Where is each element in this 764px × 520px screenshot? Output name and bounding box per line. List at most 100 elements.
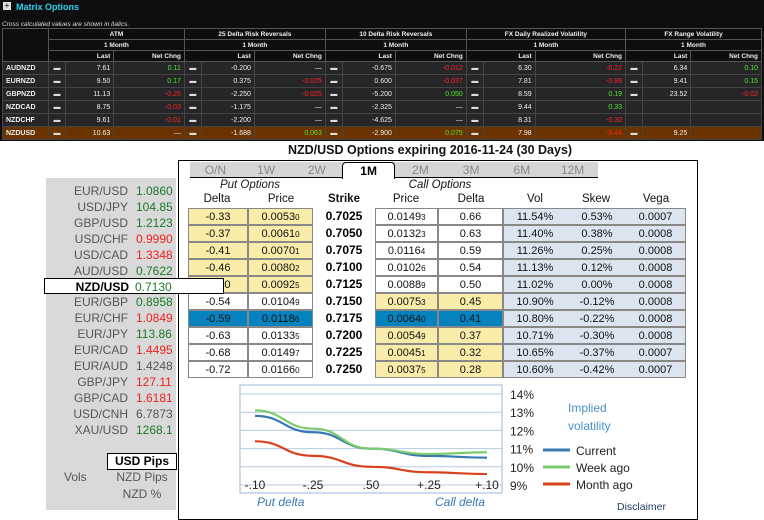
matrix-row[interactable]: NZDCAD ▬ 8.75 -0.03 ▬ -1.175— ▬ -2.325— ▬ 9.44 0.3… xyxy=(2,100,762,114)
rate-eur-chf[interactable]: EUR/CHF 1.0849 xyxy=(46,310,176,326)
put-price[interactable]: 0.01660 xyxy=(248,361,313,378)
chart-icon[interactable]: ▬ xyxy=(183,113,202,127)
put-price[interactable]: 0.01497 xyxy=(248,344,313,361)
rate-usd-cad[interactable]: USD/CAD 1.3348 xyxy=(46,247,176,263)
chart-icon[interactable]: ▬ xyxy=(183,100,202,114)
matrix-row[interactable]: EURNZD ▬ 9.50 0.17 ▬ 0.375 -0.025 ▬ 0.600 -0.037 ▬… xyxy=(2,74,762,88)
call-delta[interactable]: 0.63 xyxy=(438,225,503,242)
call-price[interactable]: 0.01164 xyxy=(375,242,438,259)
chart-icon[interactable]: ▬ xyxy=(324,74,343,88)
chart-icon[interactable]: ▬ xyxy=(465,61,484,75)
rate-gbp-cad[interactable]: GBP/CAD 1.6181 xyxy=(46,390,176,406)
chart-icon[interactable] xyxy=(625,100,644,114)
rate-usd-chf[interactable]: USD/CHF 0.9990 xyxy=(46,231,176,247)
chart-icon[interactable]: ▬ xyxy=(625,74,644,88)
rate-eur-gbp[interactable]: EUR/GBP 0.8958 xyxy=(46,294,176,310)
chart-icon[interactable]: ▬ xyxy=(465,87,484,101)
call-price[interactable]: 0.00753 xyxy=(375,293,438,310)
chart-icon[interactable]: ▬ xyxy=(625,61,644,75)
rate-usd-jpy[interactable]: USD/JPY 104.85 xyxy=(46,199,176,215)
chart-icon[interactable]: ▬ xyxy=(48,100,66,114)
rate-eur-aud[interactable]: EUR/AUD 1.4248 xyxy=(46,358,176,374)
chart-icon[interactable]: ▬ xyxy=(465,126,484,140)
matrix-row[interactable]: AUDNZD ▬ 7.61 0.11 ▬ -0.200— ▬ -0.675 -0.012 ▬ 6.3… xyxy=(2,61,762,75)
vols-option-usd-pips[interactable]: USD Pips xyxy=(107,453,177,470)
put-delta[interactable]: -0.33 xyxy=(188,208,248,225)
put-delta[interactable]: -0.54 xyxy=(188,293,248,310)
chart-icon[interactable]: ▬ xyxy=(465,100,484,114)
chart-icon[interactable]: ▬ xyxy=(183,61,202,75)
chart-icon[interactable]: ▬ xyxy=(324,61,343,75)
chart-icon[interactable]: ▬ xyxy=(324,100,343,114)
call-delta[interactable]: 0.32 xyxy=(438,344,503,361)
put-price[interactable]: 0.00802 xyxy=(248,259,313,276)
chart-icon[interactable]: ▬ xyxy=(465,74,484,88)
chart-icon[interactable]: ▬ xyxy=(48,113,66,127)
put-price[interactable]: 0.00610 xyxy=(248,225,313,242)
chart-icon[interactable]: ▬ xyxy=(48,87,66,101)
call-delta[interactable]: 0.59 xyxy=(438,242,503,259)
put-price[interactable]: 0.00701 xyxy=(248,242,313,259)
matrix-row[interactable]: NZDCHF ▬ 9.61 -0.01 ▬ -2.200— ▬ -4.625— ▬ 8.31 -0.… xyxy=(2,113,762,127)
chart-icon[interactable]: ▬ xyxy=(465,113,484,127)
call-delta[interactable]: 0.28 xyxy=(438,361,503,378)
chart-icon[interactable]: ▬ xyxy=(183,74,202,88)
chart-icon[interactable]: ▬ xyxy=(183,126,202,140)
chart-icon[interactable]: ▬ xyxy=(48,126,66,140)
disclaimer-link[interactable]: Disclaimer xyxy=(617,501,667,513)
call-delta[interactable]: 0.66 xyxy=(438,208,503,225)
call-delta[interactable]: 0.54 xyxy=(438,259,503,276)
put-price[interactable]: 0.01186 xyxy=(248,310,313,327)
put-price[interactable]: 0.01049 xyxy=(248,293,313,310)
put-delta[interactable]: -0.68 xyxy=(188,344,248,361)
tab-2m[interactable]: 2M xyxy=(412,163,429,177)
call-price[interactable]: 0.00451 xyxy=(375,344,438,361)
call-delta[interactable]: 0.41 xyxy=(438,310,503,327)
vols-option-nzd-pct[interactable]: NZD % xyxy=(122,487,162,501)
chart-icon[interactable]: ▬ xyxy=(48,74,66,88)
tab-2w[interactable]: 2W xyxy=(307,163,326,177)
rate-aud-usd[interactable]: AUD/USD 0.7622 xyxy=(46,263,176,279)
put-delta[interactable]: -0.46 xyxy=(188,259,248,276)
chart-icon[interactable]: ▬ xyxy=(48,61,66,75)
call-delta[interactable]: 0.50 xyxy=(438,276,503,293)
tab-on[interactable]: O/N xyxy=(204,163,227,177)
put-delta[interactable]: -0.72 xyxy=(188,361,248,378)
chart-icon[interactable]: ▬ xyxy=(625,87,644,101)
call-price[interactable]: 0.01323 xyxy=(375,225,438,242)
tab-3m[interactable]: 3M xyxy=(462,163,480,177)
rate-gbp-usd[interactable]: GBP/USD 1.2123 xyxy=(46,215,176,231)
matrix-row[interactable]: GBPNZD ▬ 11.13 -0.25 ▬ -2.250 -0.025 ▬ -5.200 0.0… xyxy=(2,87,762,101)
tab-1m[interactable]: 1M xyxy=(342,162,395,179)
put-price[interactable]: 0.01335 xyxy=(248,327,313,344)
rate-nzd-usd[interactable]: NZD/USD 0.7130 xyxy=(44,278,224,295)
call-price[interactable]: 0.00549 xyxy=(375,327,438,344)
chart-icon[interactable] xyxy=(625,113,644,127)
rate-eur-cad[interactable]: EUR/CAD 1.4495 xyxy=(46,342,176,358)
put-delta[interactable]: -0.41 xyxy=(188,242,248,259)
tab-6m[interactable]: 6M xyxy=(513,163,531,177)
put-price[interactable]: 0.00925 xyxy=(248,276,313,293)
expand-icon[interactable]: + xyxy=(3,1,11,10)
vols-option-nzd-pips[interactable]: NZD Pips xyxy=(116,470,168,484)
chart-icon[interactable]: ▬ xyxy=(625,126,644,140)
call-price[interactable]: 0.00375 xyxy=(375,361,438,378)
call-price[interactable]: 0.01026 xyxy=(375,259,438,276)
chart-icon[interactable]: ▬ xyxy=(324,113,343,127)
chart-icon[interactable]: ▬ xyxy=(324,87,343,101)
call-delta[interactable]: 0.45 xyxy=(438,293,503,310)
tab-1w[interactable]: 1W xyxy=(257,163,276,177)
call-delta[interactable]: 0.37 xyxy=(438,327,503,344)
rate-usd-cnh[interactable]: USD/CNH 6.7873 xyxy=(46,406,176,422)
tab-12m[interactable]: 12M xyxy=(560,163,585,177)
put-price[interactable]: 0.00530 xyxy=(248,208,313,225)
chart-icon[interactable]: ▬ xyxy=(324,126,343,140)
call-price[interactable]: 0.00889 xyxy=(375,276,438,293)
rate-eur-jpy[interactable]: EUR/JPY 113.86 xyxy=(46,326,176,342)
rate-gbp-jpy[interactable]: GBP/JPY 127.11 xyxy=(46,374,176,390)
rate-xau-usd[interactable]: XAU/USD 1268.1 xyxy=(46,422,176,438)
chart-icon[interactable]: ▬ xyxy=(183,87,202,101)
matrix-row[interactable]: NZDUSD ▬ 10.63— ▬ -1.688 0.063 ▬ -2.900 0.075 ▬ 7.… xyxy=(2,126,762,140)
put-delta[interactable]: -0.63 xyxy=(188,327,248,344)
call-price[interactable]: 0.00640 xyxy=(375,310,438,327)
